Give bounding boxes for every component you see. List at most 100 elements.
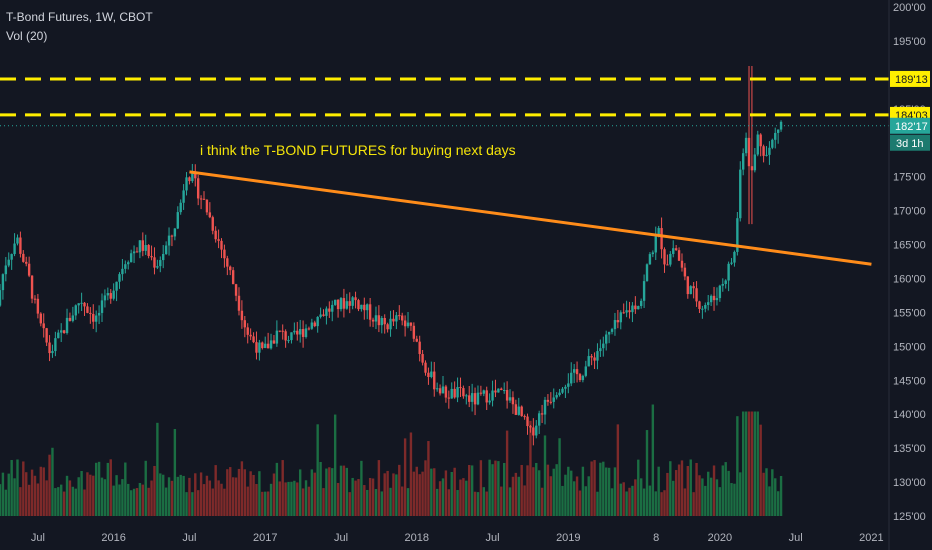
candle-body xyxy=(173,228,177,237)
price-tick-label: 200'00 xyxy=(893,2,926,14)
candle-body xyxy=(433,371,436,390)
volume-bar xyxy=(301,488,305,516)
candle-body xyxy=(607,331,611,335)
candle-body xyxy=(500,388,503,391)
trend-line[interactable] xyxy=(189,170,872,266)
candle-body xyxy=(185,177,188,191)
candle-body xyxy=(194,173,197,179)
volume-bar xyxy=(596,491,599,516)
candle-body xyxy=(176,212,179,229)
volume-bar xyxy=(307,486,311,516)
candle-body xyxy=(246,327,249,335)
price-tick-label: 140'00 xyxy=(893,409,926,421)
candle-body xyxy=(613,320,617,330)
time-tick-label: 2016 xyxy=(101,532,125,544)
candle-body xyxy=(62,330,66,334)
candle-body xyxy=(42,323,45,329)
volume-bar xyxy=(322,488,325,516)
candle-body xyxy=(669,253,672,265)
candle-body xyxy=(310,322,314,329)
volume-bar xyxy=(660,492,663,516)
volume-bar xyxy=(319,461,322,516)
volume-bar xyxy=(214,465,217,516)
volume-bar xyxy=(234,477,238,516)
candle-body xyxy=(444,386,448,398)
candle-body xyxy=(395,315,398,322)
candle-body xyxy=(22,253,25,262)
price-tick-label: 165'00 xyxy=(893,240,926,252)
volume-bar xyxy=(51,447,54,516)
volume-bar xyxy=(421,471,424,516)
volume-bar xyxy=(642,488,646,516)
candle-body xyxy=(546,399,550,402)
candle-body xyxy=(555,395,558,398)
volume-bar xyxy=(765,468,768,516)
volume-bar xyxy=(602,461,605,516)
volume-bar xyxy=(383,473,386,516)
candle-body xyxy=(360,304,363,310)
volume-bar xyxy=(677,464,681,516)
candle-body xyxy=(266,343,270,349)
candle-body xyxy=(476,392,480,405)
candle-body xyxy=(750,166,754,171)
annotation-text[interactable]: i think the T-BOND FUTURES for buying ne… xyxy=(200,142,516,158)
candle-body xyxy=(144,245,147,251)
candle-body xyxy=(188,177,191,182)
volume-bar xyxy=(689,459,692,516)
volume-bar xyxy=(628,487,631,516)
candle-body xyxy=(167,235,171,246)
candle-body xyxy=(479,392,483,394)
candle-body xyxy=(590,356,593,358)
candle-body xyxy=(115,281,118,291)
candle-body xyxy=(768,147,771,155)
candle-body xyxy=(535,425,538,436)
candle-body xyxy=(616,320,620,323)
candle-body xyxy=(663,249,666,265)
volume-bar xyxy=(564,474,567,516)
volume-bar xyxy=(339,465,343,516)
volume-bar xyxy=(511,476,515,516)
volume-bar xyxy=(625,491,628,516)
time-tick-label: Jul xyxy=(334,532,348,544)
volume-bar xyxy=(599,462,602,516)
candle-body xyxy=(561,388,564,393)
candle-body xyxy=(27,263,31,276)
volume-bar xyxy=(328,467,331,516)
candle-body xyxy=(97,312,101,316)
candle-body xyxy=(164,245,168,255)
volume-bar xyxy=(479,460,483,516)
volume-bar xyxy=(456,490,459,516)
volume-bar xyxy=(94,462,98,516)
candle-body xyxy=(730,262,733,264)
candle-body xyxy=(348,301,351,306)
candle-body xyxy=(141,240,145,251)
volume-bar xyxy=(508,487,512,516)
volume-bar xyxy=(147,487,150,516)
countdown-tag xyxy=(890,134,930,151)
volume-bar xyxy=(739,472,742,516)
candle-body xyxy=(424,362,427,373)
candle-body xyxy=(368,304,372,320)
candle-body xyxy=(170,235,174,237)
volume-bar xyxy=(188,477,191,516)
volume-bar xyxy=(208,480,212,516)
volume-bar xyxy=(86,472,89,516)
candle-body xyxy=(634,305,637,310)
volume-bar xyxy=(287,481,290,516)
volume-bar xyxy=(774,478,777,516)
volume-bar xyxy=(572,481,576,516)
volume-bar xyxy=(593,460,596,516)
candle-body xyxy=(319,314,322,317)
volume-bar xyxy=(523,485,526,516)
candle-body xyxy=(511,397,515,405)
candle-body xyxy=(485,390,488,403)
candle-body xyxy=(508,397,512,401)
volume-bar xyxy=(264,491,267,516)
volume-bar xyxy=(246,486,249,516)
volume-bar xyxy=(680,460,684,516)
candle-body xyxy=(182,190,185,203)
candle-body xyxy=(284,331,287,341)
candle-body xyxy=(1,274,5,291)
candle-body xyxy=(564,386,567,389)
